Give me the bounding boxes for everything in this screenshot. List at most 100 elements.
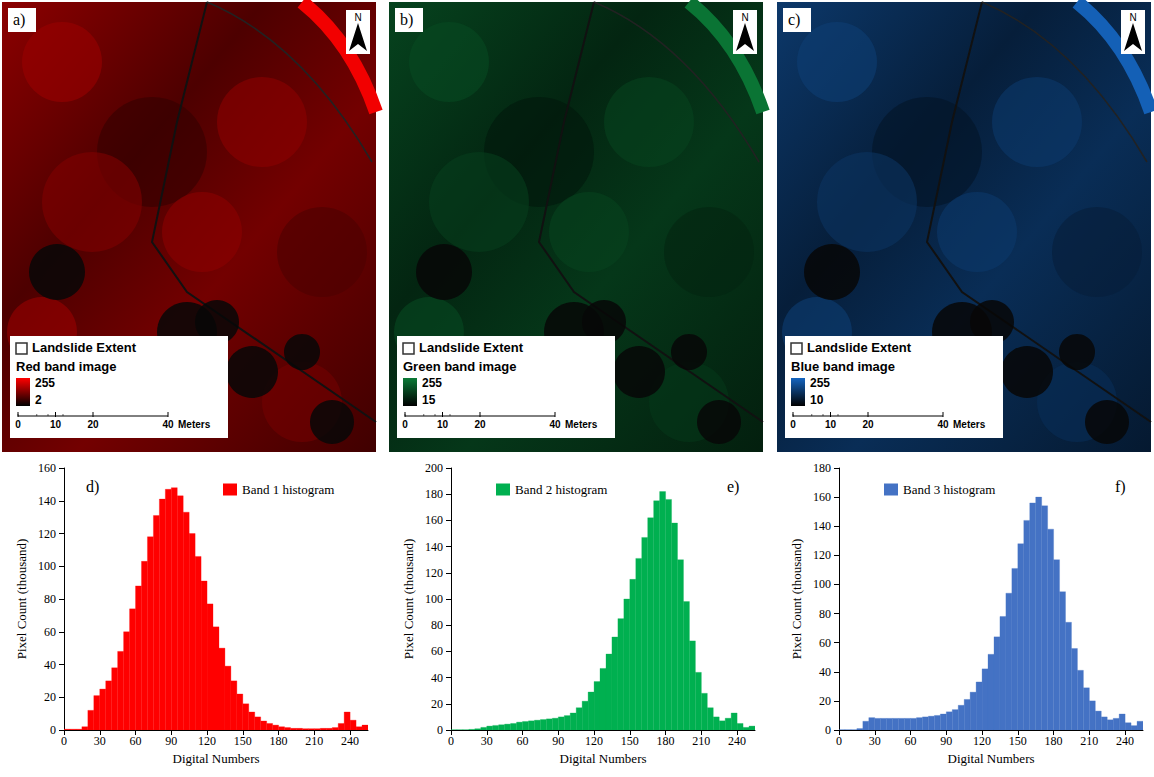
svg-text:150: 150 [621, 734, 639, 748]
svg-text:0: 0 [836, 734, 842, 748]
svg-text:Band 1 histogram: Band 1 histogram [242, 482, 334, 497]
svg-text:150: 150 [1009, 734, 1027, 748]
svg-text:N: N [741, 12, 748, 23]
svg-text:Landslide Extent: Landslide Extent [32, 340, 137, 355]
svg-text:100: 100 [425, 592, 443, 606]
svg-text:60: 60 [819, 636, 831, 650]
svg-text:90: 90 [940, 734, 952, 748]
svg-text:150: 150 [234, 734, 252, 748]
svg-text:140: 140 [425, 540, 443, 554]
svg-text:30: 30 [481, 734, 493, 748]
svg-text:60: 60 [517, 734, 529, 748]
svg-text:140: 140 [38, 494, 56, 508]
svg-text:Landslide Extent: Landslide Extent [419, 340, 524, 355]
svg-text:20: 20 [819, 694, 831, 708]
svg-text:60: 60 [130, 734, 142, 748]
svg-text:120: 120 [38, 527, 56, 541]
svg-text:Meters: Meters [565, 419, 598, 430]
svg-text:180: 180 [657, 734, 675, 748]
svg-text:180: 180 [813, 461, 831, 475]
svg-text:120: 120 [813, 548, 831, 562]
svg-text:0: 0 [15, 419, 21, 430]
svg-text:240: 240 [1116, 734, 1134, 748]
svg-text:80: 80 [431, 618, 443, 632]
svg-text:10: 10 [437, 419, 449, 430]
svg-text:10: 10 [50, 419, 62, 430]
svg-text:100: 100 [38, 559, 56, 573]
svg-text:180: 180 [270, 734, 288, 748]
svg-text:d): d) [86, 478, 99, 496]
svg-text:Landslide Extent: Landslide Extent [807, 340, 912, 355]
svg-text:Band 2 histogram: Band 2 histogram [515, 482, 607, 497]
svg-text:10: 10 [810, 393, 824, 407]
svg-text:2: 2 [35, 393, 42, 407]
svg-text:e): e) [727, 478, 739, 496]
svg-text:Green band image: Green band image [403, 359, 516, 374]
svg-text:f): f) [1115, 478, 1126, 496]
svg-text:Pixel Count (thousand): Pixel Count (thousand) [401, 539, 416, 660]
svg-text:30: 30 [869, 734, 881, 748]
svg-text:120: 120 [198, 734, 216, 748]
svg-text:255: 255 [422, 376, 442, 390]
svg-text:N: N [1129, 12, 1136, 23]
svg-text:210: 210 [692, 734, 710, 748]
svg-text:Pixel Count (thousand): Pixel Count (thousand) [789, 539, 804, 660]
svg-text:40: 40 [431, 671, 443, 685]
svg-text:20: 20 [862, 419, 874, 430]
svg-text:Meters: Meters [953, 419, 986, 430]
svg-text:N: N [354, 12, 361, 23]
svg-text:40: 40 [937, 419, 949, 430]
svg-text:0: 0 [61, 734, 67, 748]
svg-text:10: 10 [825, 419, 837, 430]
svg-text:210: 210 [305, 734, 323, 748]
svg-text:Meters: Meters [178, 419, 211, 430]
svg-text:80: 80 [819, 607, 831, 621]
svg-text:160: 160 [813, 490, 831, 504]
svg-text:0: 0 [790, 419, 796, 430]
svg-text:20: 20 [87, 419, 99, 430]
svg-text:120: 120 [973, 734, 991, 748]
svg-text:Red band image: Red band image [16, 359, 116, 374]
svg-text:Band 3 histogram: Band 3 histogram [903, 482, 995, 497]
svg-text:60: 60 [905, 734, 917, 748]
svg-text:b): b) [400, 11, 413, 29]
svg-text:40: 40 [162, 419, 174, 430]
svg-text:60: 60 [431, 644, 443, 658]
svg-text:15: 15 [422, 393, 436, 407]
svg-text:140: 140 [813, 519, 831, 533]
svg-text:0: 0 [50, 723, 56, 737]
svg-text:200: 200 [425, 461, 443, 475]
svg-text:20: 20 [431, 697, 443, 711]
svg-text:90: 90 [165, 734, 177, 748]
svg-text:Blue band image: Blue band image [791, 359, 895, 374]
svg-text:120: 120 [585, 734, 603, 748]
svg-text:20: 20 [474, 419, 486, 430]
svg-text:Digital Numbers: Digital Numbers [559, 751, 646, 766]
svg-text:90: 90 [552, 734, 564, 748]
svg-text:180: 180 [1045, 734, 1063, 748]
svg-text:0: 0 [448, 734, 454, 748]
svg-text:100: 100 [813, 577, 831, 591]
svg-text:Digital Numbers: Digital Numbers [947, 751, 1034, 766]
svg-text:240: 240 [728, 734, 746, 748]
svg-text:180: 180 [425, 487, 443, 501]
svg-text:60: 60 [44, 625, 56, 639]
svg-text:Digital Numbers: Digital Numbers [172, 751, 259, 766]
svg-text:c): c) [788, 11, 800, 29]
svg-text:a): a) [13, 11, 25, 29]
svg-text:120: 120 [425, 566, 443, 580]
svg-text:0: 0 [402, 419, 408, 430]
svg-text:240: 240 [341, 734, 359, 748]
svg-text:0: 0 [437, 723, 443, 737]
svg-text:40: 40 [819, 665, 831, 679]
svg-text:80: 80 [44, 592, 56, 606]
svg-text:30: 30 [94, 734, 106, 748]
svg-text:255: 255 [35, 376, 55, 390]
svg-text:160: 160 [38, 461, 56, 475]
svg-text:Pixel Count (thousand): Pixel Count (thousand) [14, 539, 29, 660]
svg-text:0: 0 [825, 723, 831, 737]
svg-text:40: 40 [44, 658, 56, 672]
svg-text:40: 40 [549, 419, 561, 430]
svg-text:20: 20 [44, 690, 56, 704]
svg-text:255: 255 [810, 376, 830, 390]
